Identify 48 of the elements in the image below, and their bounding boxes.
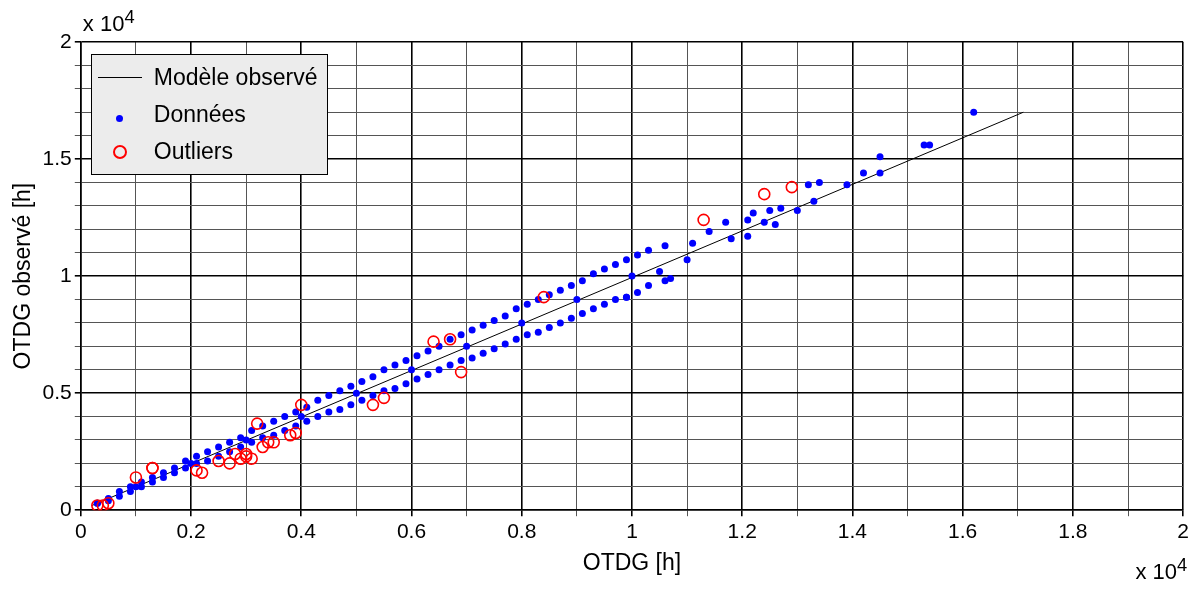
x-tick-label: 0.6 xyxy=(396,518,427,542)
legend-label: Modèle observé xyxy=(153,63,318,92)
point xyxy=(223,457,236,470)
point xyxy=(250,417,264,430)
text: x 10$^{4}$ xyxy=(82,6,135,38)
x-tick-label: 0.4 xyxy=(286,518,317,542)
point xyxy=(102,496,115,510)
point xyxy=(697,213,710,227)
x-axis-title: OTDG [h] xyxy=(582,548,682,575)
point xyxy=(785,180,799,194)
y-tick-label: 0.5 xyxy=(42,379,72,403)
point xyxy=(366,398,380,412)
point xyxy=(261,436,275,449)
legend-label: Outliers xyxy=(153,137,234,166)
x-tick-label: 1.8 xyxy=(1058,518,1088,542)
x-tick-label: 0.8 xyxy=(507,518,537,542)
point xyxy=(212,454,225,468)
text: x 10$^{4}$ xyxy=(1135,554,1188,586)
point xyxy=(289,426,303,440)
y-tick-label: 1.5 xyxy=(42,145,72,169)
point xyxy=(294,398,308,412)
point xyxy=(234,452,247,465)
y-tick-label: 2 xyxy=(60,28,72,52)
y-axis-title: OTDG observé [h] xyxy=(9,182,36,370)
point xyxy=(454,365,468,379)
point xyxy=(256,440,269,454)
y-tick-label: 0 xyxy=(60,497,72,520)
point xyxy=(267,436,281,449)
point xyxy=(245,452,258,465)
x-tick-label: 1 xyxy=(626,518,638,542)
point xyxy=(91,499,104,511)
point xyxy=(129,471,143,484)
x-tick-label: 0.2 xyxy=(176,518,206,542)
point xyxy=(228,447,242,461)
x-tick-label: 1.2 xyxy=(727,518,757,542)
point xyxy=(537,290,551,304)
y-tick-label: 1 xyxy=(60,262,72,286)
legend-label: Données xyxy=(153,100,246,129)
point xyxy=(283,428,297,442)
point xyxy=(96,499,110,511)
x-tick-label: 1.4 xyxy=(837,518,868,542)
point xyxy=(377,391,391,405)
point xyxy=(190,464,203,477)
point xyxy=(757,187,771,201)
x-tick-label: 1.6 xyxy=(948,518,978,542)
point xyxy=(427,335,440,348)
x-tick-label: 2 xyxy=(1177,518,1189,542)
point xyxy=(195,466,209,480)
